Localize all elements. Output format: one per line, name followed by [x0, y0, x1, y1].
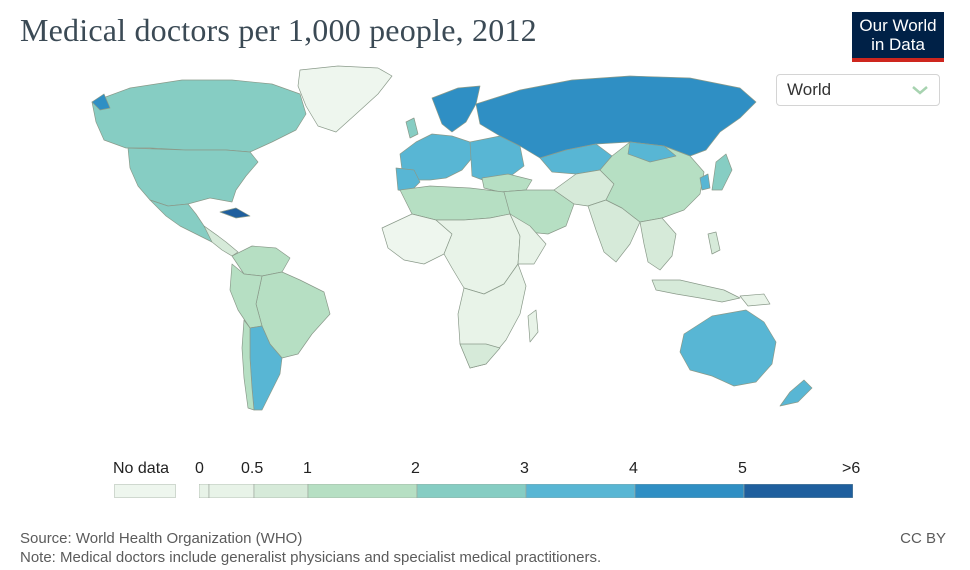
legend-no-data-swatch	[114, 484, 176, 498]
legend-tick-3: 3	[520, 460, 529, 477]
source-text: Source: World Health Organization (WHO)	[20, 530, 303, 547]
indonesia-region[interactable]	[651, 279, 741, 303]
turkey-region[interactable]	[481, 173, 533, 193]
logo-line-2: in Data	[871, 35, 925, 54]
legend-bin-1[interactable]	[208, 484, 255, 498]
new-zealand-region[interactable]	[779, 379, 813, 407]
mongolia-region[interactable]	[627, 141, 677, 163]
central-america-region[interactable]	[203, 225, 239, 257]
legend-bin-0[interactable]	[199, 484, 210, 498]
legend-bin-3[interactable]	[307, 484, 418, 498]
legend-tick-0-5: 0.5	[241, 460, 264, 477]
logo-line-1: Our World	[859, 16, 937, 35]
southern-africa-region[interactable]	[457, 263, 527, 369]
greenland-region[interactable]	[297, 65, 393, 133]
legend-bin-6[interactable]	[634, 484, 745, 498]
legend-tick-4: 4	[629, 460, 638, 477]
region-selector-value: World	[787, 80, 832, 99]
mexico-region[interactable]	[149, 199, 219, 243]
canada-region[interactable]	[91, 79, 307, 153]
region-selector[interactable]: World	[776, 74, 940, 106]
australia-region[interactable]	[679, 309, 777, 387]
south-africa-region[interactable]	[459, 343, 501, 369]
iberia-region[interactable]	[395, 167, 421, 193]
world-map[interactable]	[0, 58, 970, 458]
legend-no-data-label: No data	[113, 460, 170, 477]
alaska-region[interactable]	[91, 93, 111, 111]
cuba-region[interactable]	[219, 207, 251, 219]
legend-tick-1: 1	[303, 460, 312, 477]
note-text: Note: Medical doctors include generalist…	[20, 549, 602, 566]
east-africa-region[interactable]	[509, 213, 547, 265]
scandinavia-region[interactable]	[431, 85, 481, 133]
legend-tick-2: 2	[411, 460, 420, 477]
legend-color-scale	[199, 484, 853, 498]
usa-region[interactable]	[127, 147, 259, 207]
legend-tick-6-plus: >6	[842, 460, 861, 477]
legend-tick-0: 0	[195, 460, 204, 477]
japan-region[interactable]	[711, 153, 733, 191]
chart-title: Medical doctors per 1,000 people, 2012	[20, 12, 537, 48]
legend-bin-5[interactable]	[525, 484, 636, 498]
uk-region[interactable]	[405, 117, 419, 139]
legend-bin-4[interactable]	[416, 484, 527, 498]
russia-region[interactable]	[475, 75, 757, 159]
madagascar-region[interactable]	[527, 309, 539, 343]
southeast-asia-region[interactable]	[639, 217, 677, 271]
papua-new-guinea-region[interactable]	[739, 293, 771, 307]
legend-bin-7[interactable]	[743, 484, 853, 498]
license-link[interactable]: CC BY	[900, 530, 946, 547]
legend-tick-5: 5	[738, 460, 747, 477]
chile-region[interactable]	[241, 319, 255, 411]
korea-region[interactable]	[699, 173, 711, 191]
philippines-region[interactable]	[707, 231, 721, 255]
owid-logo[interactable]: Our World in Data	[852, 12, 944, 62]
chevron-down-icon	[912, 86, 928, 95]
legend-bin-2[interactable]	[253, 484, 309, 498]
